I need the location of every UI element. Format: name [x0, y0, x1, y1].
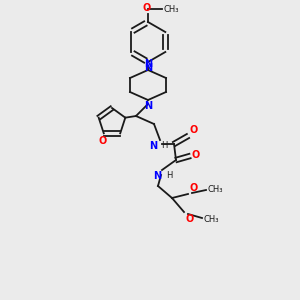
Text: CH₃: CH₃ — [207, 185, 223, 194]
Text: O: O — [189, 125, 197, 135]
Text: CH₃: CH₃ — [203, 214, 218, 224]
Text: O: O — [185, 214, 193, 224]
Text: N: N — [144, 59, 152, 69]
Text: N: N — [144, 63, 152, 73]
Text: H: H — [166, 171, 172, 180]
Text: H: H — [161, 141, 167, 150]
Text: N: N — [153, 171, 161, 181]
Text: O: O — [189, 183, 197, 193]
Text: O: O — [143, 3, 151, 13]
Text: N: N — [144, 101, 152, 111]
Text: O: O — [99, 136, 107, 146]
Text: N: N — [149, 141, 157, 151]
Text: O: O — [191, 150, 199, 160]
Text: CH₃: CH₃ — [164, 4, 179, 14]
